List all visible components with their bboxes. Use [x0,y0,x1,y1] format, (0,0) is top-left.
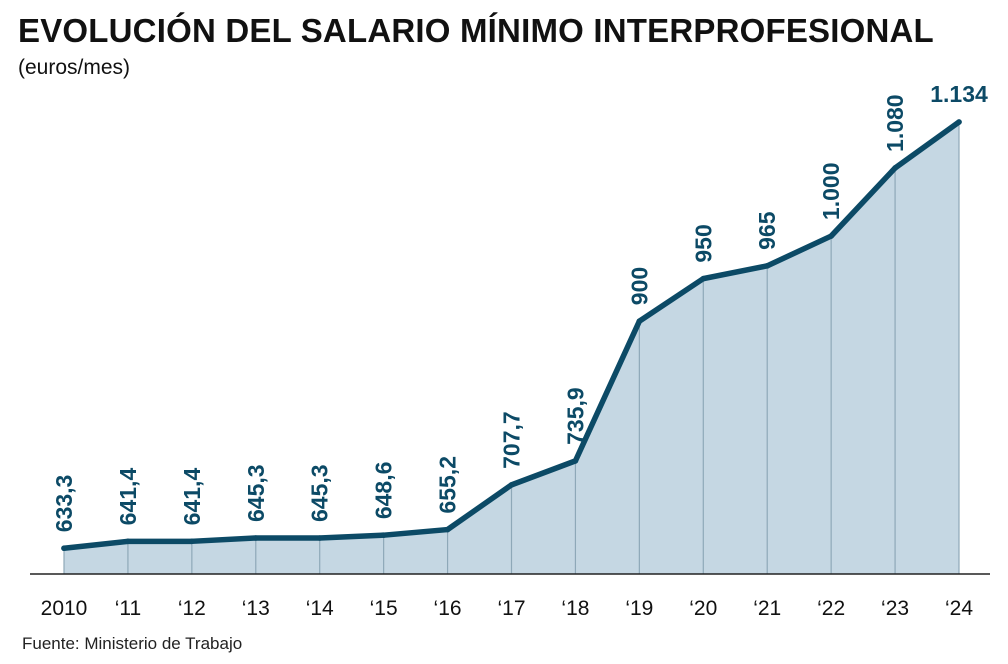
data-point [828,233,834,239]
data-point [892,165,898,171]
x-tick-label: ‘13 [242,597,270,620]
x-tick-label: ‘15 [370,597,398,620]
data-label: 1.000 [818,163,844,221]
x-tick-label: ‘23 [881,597,909,620]
x-tick-label: ‘17 [497,597,525,620]
data-label: 707,7 [499,411,525,469]
x-tick-label: ‘18 [561,597,589,620]
data-label: 1.080 [882,94,908,152]
chart-title: EVOLUCIÓN DEL SALARIO MÍNIMO INTERPROFES… [18,12,934,49]
data-label: 950 [690,224,716,262]
data-point [572,458,579,464]
data-point [956,119,962,125]
chart-subtitle: (euros/mes) [18,56,131,79]
data-point [316,535,323,541]
x-tick-label: ‘21 [753,597,781,620]
data-label: 645,3 [307,464,333,522]
data-label: 633,3 [51,475,77,533]
data-label: 900 [626,267,652,305]
x-tick-label: ‘24 [945,597,973,620]
x-tick-label: ‘19 [625,597,653,620]
x-tick-label: ‘11 [115,597,141,620]
data-point [636,318,643,324]
data-point [380,532,387,538]
x-tick-label: ‘20 [689,597,717,620]
data-label: 965 [754,211,780,250]
data-label: 641,4 [179,468,205,526]
x-tick-label: ‘16 [434,597,462,620]
data-label: 641,4 [115,468,141,526]
data-point [252,535,259,541]
data-point [508,482,515,488]
data-point [189,538,195,545]
chart-source: Fuente: Ministerio de Trabajo [22,634,243,653]
data-point [61,545,67,552]
data-label: 645,3 [243,464,269,522]
data-label: 648,6 [371,462,397,520]
data-point [125,538,131,545]
data-label: 735,9 [562,387,588,445]
data-label: 655,2 [435,456,461,514]
x-tick-label: ‘22 [817,597,845,620]
data-point [444,526,451,533]
x-tick-label: ‘14 [306,597,334,620]
data-point [700,275,707,282]
area-fill [64,122,959,574]
data-label: 1.134 [930,81,988,107]
x-tick-label: 2010 [41,597,88,620]
x-tick-label: ‘12 [178,597,206,620]
data-point [764,263,771,269]
